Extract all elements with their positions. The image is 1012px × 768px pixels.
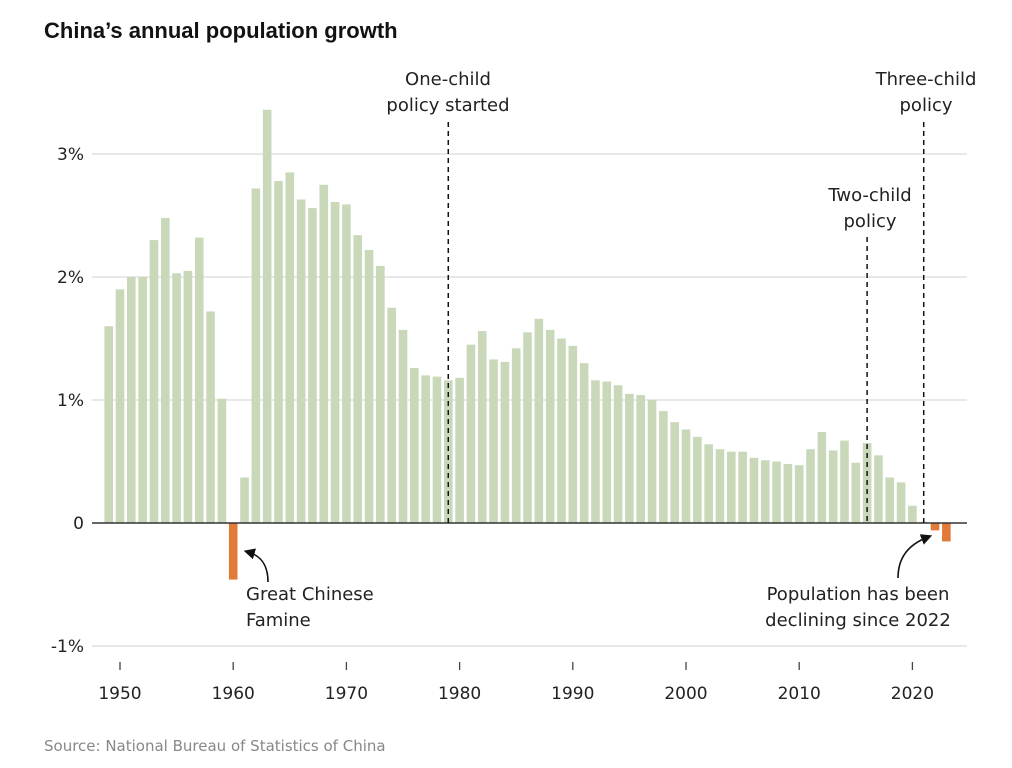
bar: [625, 393, 634, 523]
axes: -1% 0 1% 2% 3% 1950 1960 1970 1980 1990 2000 2010 20…: [51, 145, 967, 704]
bar: [738, 451, 747, 523]
bar: [398, 329, 408, 523]
x-tick-label: 1990: [551, 684, 594, 704]
bars: [104, 109, 951, 580]
bar: [138, 277, 147, 523]
bar: [285, 172, 295, 523]
bar: [443, 380, 453, 523]
y-tick-label: 3%: [57, 145, 84, 165]
bar: [455, 377, 464, 523]
chart-title: China’s annual population growth: [44, 18, 398, 43]
bar: [183, 270, 193, 523]
bar: [794, 465, 804, 523]
bar: [930, 523, 940, 531]
bar: [115, 289, 125, 523]
bar: [783, 463, 793, 523]
y-tick-label: -1%: [51, 637, 84, 657]
bar: [410, 368, 419, 523]
famine-annotation-label: Great Chinese Famine: [246, 584, 374, 631]
x-tick-label: 2020: [891, 684, 934, 704]
source-note: Source: National Bureau of Statistics of…: [44, 737, 386, 755]
bar: [704, 444, 713, 523]
bar: [104, 326, 113, 523]
bar: [466, 344, 476, 523]
x-tick-label: 2000: [664, 684, 707, 704]
bar: [342, 204, 351, 523]
bar: [500, 361, 510, 523]
bar: [693, 436, 702, 523]
bar: [613, 385, 623, 523]
bar: [659, 411, 668, 523]
bar: [647, 400, 657, 523]
bar: [387, 307, 396, 523]
bar: [885, 477, 895, 523]
bar: [591, 380, 600, 523]
bar: [251, 188, 261, 523]
annotations: One-child policy started Two-child policy Th…: [243, 69, 977, 631]
bar: [828, 450, 838, 523]
bar: [296, 199, 306, 523]
x-tick-label: 1980: [438, 684, 481, 704]
bar: [726, 451, 736, 523]
bar: [568, 345, 578, 523]
bar: [262, 109, 272, 523]
bar: [319, 184, 329, 523]
bar: [636, 395, 646, 523]
bar: [432, 376, 442, 523]
bar: [602, 381, 612, 523]
y-tick-label: 2%: [57, 268, 84, 288]
bar: [172, 273, 181, 523]
decline-annotation-label: Population has been declining since 2022: [765, 584, 951, 631]
bar: [681, 429, 691, 523]
famine-arrow: [243, 548, 269, 583]
bar: [579, 363, 589, 523]
bar: [127, 277, 136, 523]
bar: [772, 461, 781, 523]
policy-annotation-label: One-child policy started: [386, 69, 509, 116]
bar: [670, 422, 679, 523]
x-tick-label: 2010: [778, 684, 821, 704]
bar: [308, 208, 317, 523]
policy-annotation-label: Three-child policy: [875, 69, 977, 116]
y-tick-label: 0: [73, 514, 84, 534]
bar: [194, 237, 204, 523]
bar: [228, 523, 238, 580]
bar: [330, 201, 340, 523]
bar: [534, 318, 544, 523]
bar: [511, 348, 521, 523]
policy-annotation-label: Two-child policy: [827, 185, 911, 232]
bar: [523, 332, 532, 523]
bar: [489, 359, 498, 523]
bar: [896, 482, 906, 523]
bar: [840, 440, 849, 523]
bar: [421, 375, 430, 523]
bar: [817, 431, 827, 523]
bar: [942, 523, 951, 542]
bar: [749, 457, 759, 523]
bar: [217, 398, 227, 523]
bar: [353, 235, 363, 523]
bar: [477, 331, 487, 523]
bar: [160, 217, 170, 523]
x-tick-label: 1970: [325, 684, 368, 704]
x-tick-label: 1960: [212, 684, 255, 704]
bar: [715, 449, 725, 523]
bar: [806, 449, 815, 523]
bar: [908, 505, 917, 523]
bar: [206, 311, 215, 523]
bar: [149, 240, 159, 523]
y-tick-label: 1%: [57, 391, 84, 411]
decline-arrow: [897, 534, 933, 579]
bar: [760, 460, 770, 523]
x-tick-label: 1950: [98, 684, 141, 704]
bar: [240, 477, 249, 523]
bar: [364, 249, 374, 523]
bar: [545, 329, 555, 523]
bar: [874, 455, 883, 523]
bar: [851, 462, 861, 523]
bar: [557, 338, 566, 523]
bar: [274, 181, 283, 523]
bar: [376, 265, 385, 523]
